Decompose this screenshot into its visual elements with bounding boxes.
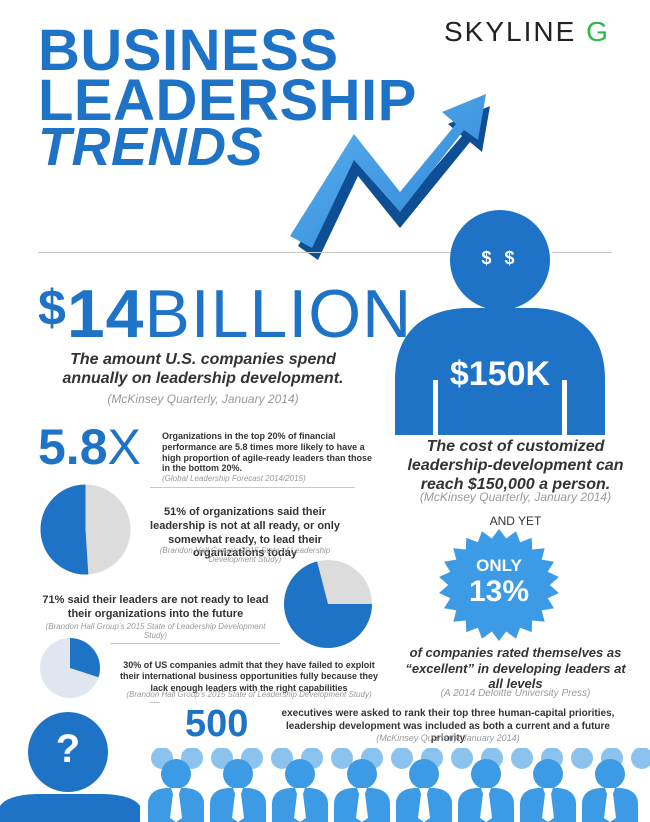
stat-500-description: executives were asked to rank their top … bbox=[281, 708, 615, 744]
pie-30-slice bbox=[70, 638, 100, 678]
crowd-head bbox=[223, 759, 253, 789]
crowd-back-head bbox=[571, 748, 593, 769]
stat-13-value: 13% bbox=[468, 575, 530, 608]
crowd-head bbox=[595, 759, 625, 789]
person-150k-icon bbox=[395, 210, 605, 435]
logo-text: SKYLINE bbox=[444, 16, 577, 47]
crowd-head bbox=[161, 759, 191, 789]
title-line-business: BUSINESS bbox=[38, 18, 339, 83]
divider-top-right bbox=[552, 252, 612, 253]
stat-13-description: of companies rated themselves as “excell… bbox=[405, 645, 626, 692]
pie-chart-51 bbox=[40, 484, 131, 575]
person-150k-value: $150K bbox=[449, 355, 551, 393]
billion-source: (McKinsey Quarterly, January 2014) bbox=[107, 392, 299, 406]
logo-letter-g: G bbox=[586, 16, 610, 47]
stat-58x-suffix: X bbox=[107, 419, 141, 475]
crowd-back-head bbox=[451, 748, 473, 769]
stat-13-source: (A 2014 Deloitte University Press) bbox=[440, 688, 591, 699]
crowd-back-head bbox=[391, 748, 413, 769]
stat-58x-source: (Global Leadership Forecast 2014/2015) bbox=[162, 474, 306, 484]
stat-30-source: (Brandon Hall Group's 2015 State of Lead… bbox=[126, 690, 372, 699]
billion-stat: $14BILLION bbox=[38, 280, 412, 348]
crowd-back-head bbox=[271, 748, 293, 769]
pie-51-slice bbox=[40, 484, 89, 575]
stat-58x: 5.8X bbox=[38, 422, 141, 472]
crowd-tie bbox=[418, 788, 430, 822]
title-line-leadership: LEADERSHIP bbox=[38, 68, 417, 133]
stat-71-source: (Brandon Hall Group's 2015 State of Lead… bbox=[45, 622, 266, 640]
divider-58x bbox=[150, 487, 355, 488]
trend-arrow-icon bbox=[290, 94, 490, 260]
crowd-back-head bbox=[331, 748, 353, 769]
billion-word: BILLION bbox=[144, 276, 413, 352]
crowd-tie bbox=[232, 788, 244, 822]
divider-500 bbox=[150, 702, 160, 703]
divider-71 bbox=[110, 643, 280, 644]
crowd-tie bbox=[604, 788, 616, 822]
divider-top-left bbox=[38, 252, 456, 253]
crowd-back-head bbox=[511, 748, 533, 769]
stat-71-description: 71% said their leaders are not ready to … bbox=[42, 594, 269, 620]
question-person-icon bbox=[0, 712, 140, 822]
question-mark: ? bbox=[55, 727, 81, 771]
billion-description: The amount U.S. companies spend annually… bbox=[62, 351, 344, 388]
crowd-head bbox=[409, 759, 439, 789]
crowd-head bbox=[285, 759, 315, 789]
stat-500-number: 500 bbox=[185, 703, 249, 745]
person-dollar-eyes: $ $ bbox=[481, 248, 519, 268]
stat-58x-number: 5.8 bbox=[38, 419, 108, 475]
skyline-logo: SKYLINE G bbox=[444, 16, 610, 48]
crowd-head bbox=[471, 759, 501, 789]
pie-71-slice bbox=[284, 561, 372, 648]
crowd-tie bbox=[294, 788, 306, 822]
stat-150k-source: (McKinsey Quarterly, January 2014) bbox=[419, 490, 612, 504]
title-line-trends: TRENDS bbox=[38, 117, 264, 177]
crowd-tie bbox=[542, 788, 554, 822]
stat-150k-description: The cost of customized leadership-develo… bbox=[407, 438, 624, 494]
stat-30-description: 30% of US companies admit that they have… bbox=[119, 660, 379, 693]
crowd-tie bbox=[356, 788, 368, 822]
stat-58x-text: Organizations in the top 20% of financia… bbox=[162, 431, 377, 484]
billion-number: 14 bbox=[66, 276, 145, 352]
crowd-head bbox=[533, 759, 563, 789]
crowd-head bbox=[347, 759, 377, 789]
stat-500-source: (McKinsey Quarterly, January 2014) bbox=[376, 733, 520, 743]
starburst-badge-icon bbox=[439, 529, 559, 641]
pie-chart-30 bbox=[40, 638, 100, 698]
pie-chart-71 bbox=[284, 560, 372, 648]
billion-dollar-sign: $ bbox=[38, 280, 67, 336]
executives-crowd-icon bbox=[148, 748, 650, 822]
crowd-back-head bbox=[631, 748, 650, 769]
and-yet-label: AND YET bbox=[489, 514, 542, 528]
stat-51-source: (Brandon Hall Group's 2015 State of Lead… bbox=[159, 546, 331, 564]
crowd-tie bbox=[170, 788, 182, 822]
stat-51-description: 51% of organizations said their leadersh… bbox=[150, 506, 340, 560]
stat-58x-description: Organizations in the top 20% of financia… bbox=[162, 431, 373, 474]
crowd-tie bbox=[480, 788, 492, 822]
stat-13-label: ONLY bbox=[476, 556, 522, 575]
